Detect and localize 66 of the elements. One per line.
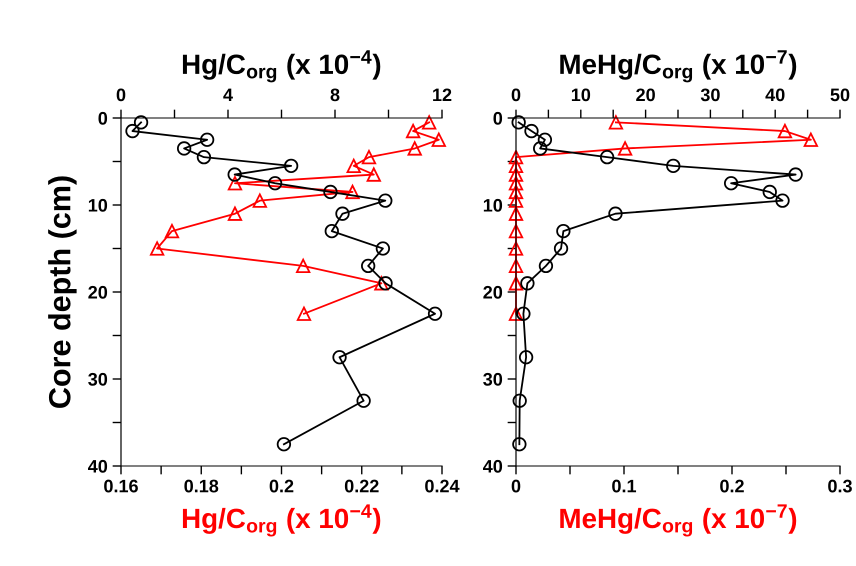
point xyxy=(508,150,524,164)
x2-tick-label: 12 xyxy=(433,88,452,102)
x-tick-label: 0.2 xyxy=(720,480,744,492)
x-axis-title: MeHg/C$_{org}$ (x 10$^{−7}$) xyxy=(560,504,796,537)
x-tick-label: 0.24 xyxy=(425,480,460,492)
point xyxy=(508,193,524,208)
y-tick-label: 0 xyxy=(493,112,502,125)
point xyxy=(346,158,361,174)
point xyxy=(508,306,524,321)
point xyxy=(432,132,446,147)
y-axis-title: Core depth (cm) xyxy=(48,176,77,408)
y-tick-label: 40 xyxy=(483,460,502,473)
point xyxy=(345,184,360,200)
x2-tick-label: 0 xyxy=(512,88,520,102)
x2-tick-label: 50 xyxy=(830,88,850,102)
point xyxy=(608,115,624,130)
x2-axis-title: Hg/C$_{org}$ (x 10$^{−4}$) xyxy=(182,50,380,82)
y-tick-label: 10 xyxy=(88,198,108,212)
y-tick-label: 30 xyxy=(483,372,502,386)
x2-tick-label: 4 xyxy=(223,88,233,102)
point xyxy=(164,224,180,238)
y-tick-label: 30 xyxy=(88,372,108,386)
point xyxy=(508,206,524,221)
x-tick-label: 0.22 xyxy=(344,480,379,492)
point xyxy=(150,241,164,256)
point xyxy=(228,176,242,190)
x2-tick-label: 40 xyxy=(765,88,785,102)
x-tick-label: 0.16 xyxy=(104,480,138,492)
x2-tick-label: 30 xyxy=(700,88,720,102)
point xyxy=(508,258,524,274)
point xyxy=(618,141,632,156)
x-axis-title: Hg/C$_{org}$ (x 10$^{−4}$) xyxy=(182,504,380,537)
x2-tick-label: 8 xyxy=(330,88,340,102)
point xyxy=(408,141,422,156)
y-tick-label: 0 xyxy=(98,112,108,125)
x2-tick-label: 20 xyxy=(636,88,655,102)
y-tick-label: 20 xyxy=(88,286,108,299)
x2-tick-label: 0 xyxy=(116,88,126,102)
point xyxy=(804,132,818,147)
x-tick-label: 0.18 xyxy=(184,480,218,492)
x-tick-label: 0 xyxy=(512,480,520,492)
y-tick-label: 40 xyxy=(88,460,108,473)
x-tick-label: 0.1 xyxy=(612,480,636,492)
point xyxy=(228,206,242,221)
point xyxy=(508,167,524,182)
point xyxy=(406,124,420,138)
point xyxy=(508,184,524,200)
point xyxy=(252,193,267,208)
point xyxy=(422,115,436,130)
x-tick-label: 0.2 xyxy=(270,480,294,492)
point xyxy=(362,150,376,164)
point xyxy=(374,276,389,290)
y-tick-label: 10 xyxy=(484,198,502,212)
point xyxy=(508,158,524,174)
x2-axis-title: MeHg/C$_{org}$ (x 10$^{−7}$) xyxy=(560,50,796,82)
x2-tick-label: 10 xyxy=(572,88,590,102)
point xyxy=(296,306,312,321)
y-tick-label: 20 xyxy=(483,286,502,299)
point xyxy=(296,258,310,274)
point xyxy=(508,224,524,238)
point xyxy=(508,241,524,256)
point xyxy=(366,167,381,182)
x-tick-label: 0.3 xyxy=(828,480,852,492)
point xyxy=(508,176,524,190)
point xyxy=(508,276,524,290)
point xyxy=(778,124,792,138)
